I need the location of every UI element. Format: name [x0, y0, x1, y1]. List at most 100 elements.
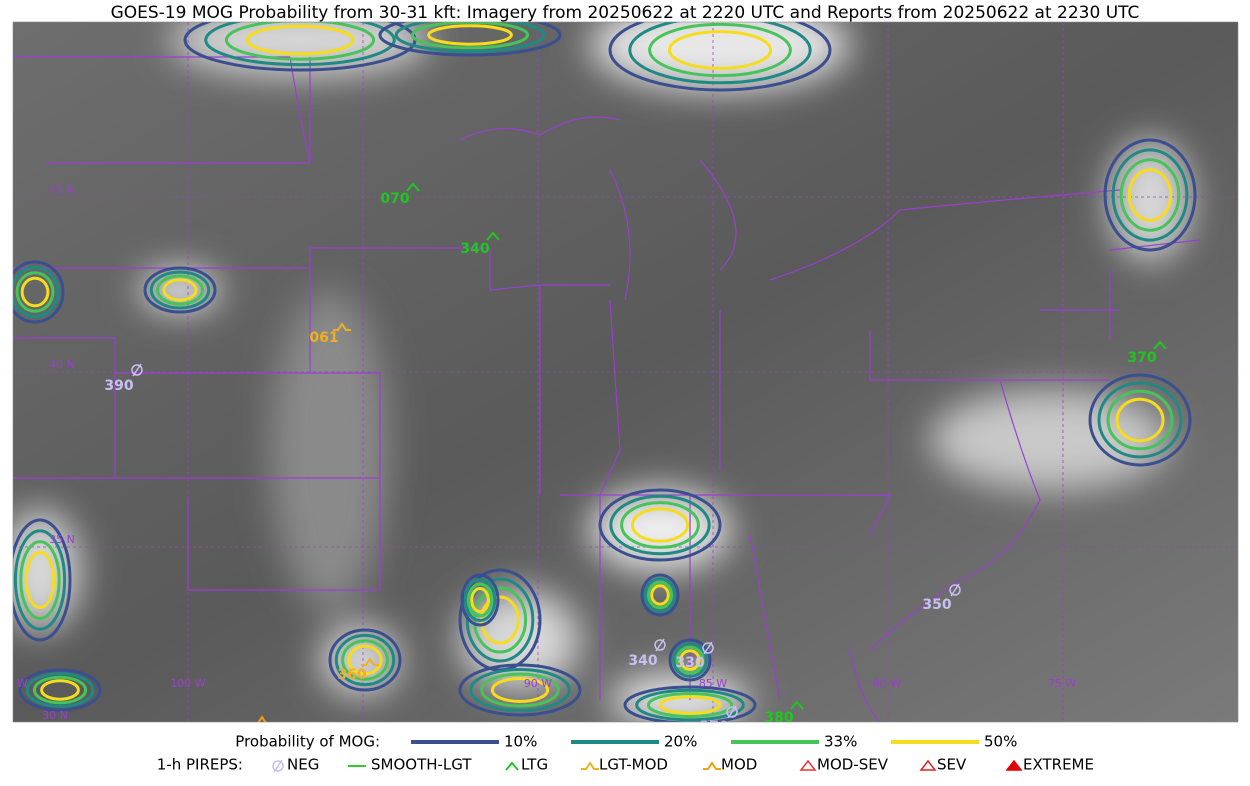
contour [224, 22, 376, 61]
pirep-label: 340 [628, 653, 657, 669]
contour [1111, 148, 1189, 242]
contour [650, 584, 670, 606]
contour [620, 501, 700, 549]
contour [623, 685, 757, 722]
contour [668, 638, 712, 682]
legend-symbol [919, 759, 937, 771]
legend-label: MOD [721, 756, 757, 774]
contour [640, 573, 680, 617]
pirep-symbol [790, 700, 804, 710]
contour [1127, 168, 1173, 222]
contour [20, 276, 50, 308]
grid-label: 80 W [873, 677, 901, 690]
contour [675, 645, 705, 675]
contour [609, 494, 711, 556]
contour [648, 22, 792, 78]
contour [143, 266, 217, 314]
legend-symbol [1005, 759, 1023, 771]
contour [427, 24, 513, 46]
contour [458, 663, 582, 717]
legend-label: 33% [824, 733, 857, 751]
pirep-symbol [406, 182, 420, 192]
contour [40, 679, 80, 701]
contour [658, 695, 722, 715]
map: 45 N 40 N 35 N 30 N 105 W 100 W 90 W 85 W 80 W 75… [13, 22, 1238, 722]
contour [1097, 381, 1183, 459]
contour [646, 691, 734, 719]
contour [13, 518, 72, 642]
legend-symbol [273, 759, 283, 773]
pirep-label: 350 [922, 597, 951, 613]
grid-label: 75 W [1048, 677, 1076, 690]
pirep-label: 330 [675, 655, 704, 671]
legend-label: SMOOTH-LGT [371, 756, 472, 774]
grid-label: 40 N [49, 358, 75, 371]
contour [25, 672, 95, 708]
contour [1088, 373, 1192, 467]
contour [378, 22, 562, 57]
contour [460, 573, 500, 627]
contour [162, 278, 198, 302]
legend-title: Probability of MOG: [235, 733, 380, 751]
pirep-label: 061 [309, 330, 338, 346]
contour [13, 529, 67, 631]
legend-symbol [272, 760, 284, 772]
pirep-symbol [726, 706, 738, 718]
contour [667, 30, 773, 70]
contour [672, 642, 708, 678]
pirep-label: 340 [460, 241, 489, 257]
legend-label: LTG [521, 756, 548, 774]
grid-label: 35 N [49, 533, 75, 546]
pirep-symbol [131, 364, 143, 376]
pirep-symbol [703, 641, 713, 655]
pirep-symbol [333, 322, 351, 331]
legend-label: 10% [504, 733, 537, 751]
contour [630, 507, 690, 543]
pirep-label: 370 [1127, 350, 1156, 366]
legend-symbol [581, 761, 599, 770]
pirep-symbol [1153, 340, 1167, 350]
pirep-symbol [950, 583, 960, 597]
pirep-symbol [702, 642, 714, 654]
legend-label: NEG [287, 756, 319, 774]
legend-label: 20% [664, 733, 697, 751]
contour [608, 22, 832, 92]
legend-symbol [505, 761, 519, 771]
contour [1115, 397, 1165, 443]
legend-label: EXTREME [1023, 756, 1094, 774]
contour [245, 24, 355, 56]
grid-label: 45 N [49, 183, 75, 196]
contour [679, 649, 701, 671]
contour [1119, 158, 1181, 232]
contour [463, 578, 497, 622]
pirep-symbol [253, 715, 271, 722]
contour [646, 580, 674, 610]
mog-contours [13, 22, 1197, 722]
contour [635, 688, 745, 722]
pirep-symbol [949, 584, 961, 596]
contour [24, 550, 56, 610]
pirep-label: 360 [337, 667, 366, 683]
grid-labels: 45 N 40 N 35 N 30 N 105 W 100 W 90 W 85 W 80 W 75… [13, 183, 1076, 722]
legend-symbol [799, 759, 817, 771]
legend-title: 1-h PIREPS: [157, 756, 243, 774]
pirep-symbol [486, 231, 500, 241]
legend-label: 50% [984, 733, 1017, 751]
contour [1103, 138, 1197, 252]
grid-label: 30 N [42, 709, 68, 722]
contour [341, 639, 389, 681]
pirep-label: 070 [380, 191, 409, 207]
grid-label: 85 W [699, 677, 727, 690]
contour [394, 22, 546, 53]
legend-label: LGT-MOD [599, 756, 668, 774]
contour [13, 260, 65, 324]
legend-label: SEV [937, 756, 967, 774]
map-frame [12, 21, 1239, 723]
state-borders [13, 56, 1201, 722]
pirep-symbol [727, 705, 737, 719]
contour [490, 677, 550, 703]
legend-symbol [703, 761, 721, 770]
contour [19, 540, 61, 620]
